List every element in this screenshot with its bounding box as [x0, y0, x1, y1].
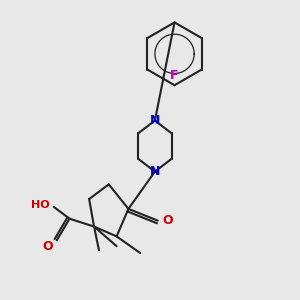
Text: O: O: [43, 240, 53, 253]
Text: N: N: [150, 114, 160, 127]
Text: O: O: [162, 214, 173, 227]
Text: HO: HO: [31, 200, 50, 210]
Text: F: F: [170, 69, 179, 82]
Text: N: N: [150, 165, 160, 178]
